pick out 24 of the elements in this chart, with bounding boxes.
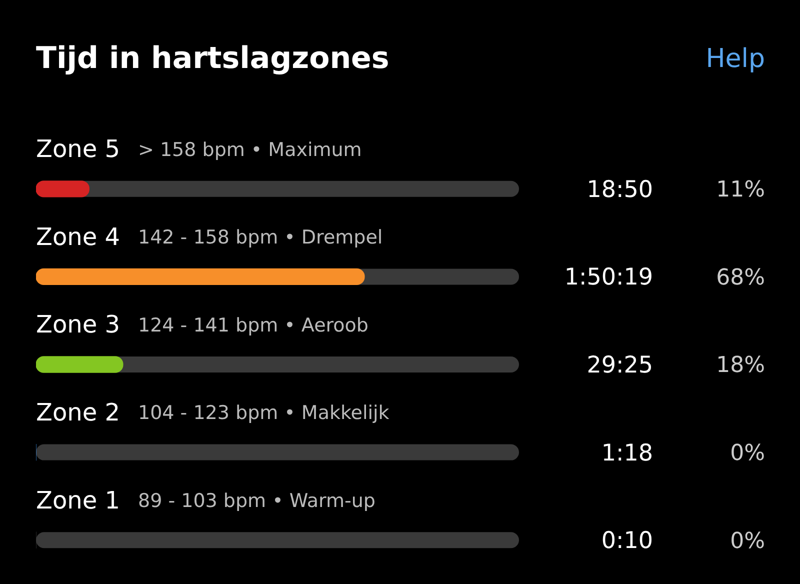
data-label: 18%: [716, 353, 765, 378]
data-label: 68%: [716, 265, 765, 290]
data-label: 11%: [716, 178, 765, 203]
text: Help: [706, 44, 765, 74]
text: 1:50:19: [564, 264, 653, 291]
y-tick-label: Zone 3: [36, 310, 120, 339]
y-tick-label: Zone 5: [36, 135, 120, 164]
annotation: 89 - 103 bpm • Warm-up: [138, 490, 376, 512]
text: 0:10: [601, 528, 653, 554]
data-label: 0%: [730, 441, 765, 466]
y-tick-label: Zone 4: [36, 222, 120, 251]
annotation: 124 - 141 bpm • Aeroob: [138, 314, 368, 336]
bar: [36, 356, 124, 373]
y-tick-label: Zone 2: [36, 398, 120, 427]
chart-title: Tijd in hartslagzones: [36, 40, 390, 76]
annotation: 142 - 158 bpm • Drempel: [138, 226, 383, 249]
text: 29:25: [586, 352, 653, 378]
text: 18:50: [586, 176, 653, 203]
annotation: 104 - 123 bpm • Makkelijk: [138, 402, 390, 424]
bar: [36, 180, 90, 198]
text: 1:18: [601, 440, 653, 466]
y-tick-label: Zone 1: [36, 486, 120, 514]
data-label: 0%: [730, 528, 765, 554]
annotation: > 158 bpm • Maximum: [138, 138, 362, 161]
